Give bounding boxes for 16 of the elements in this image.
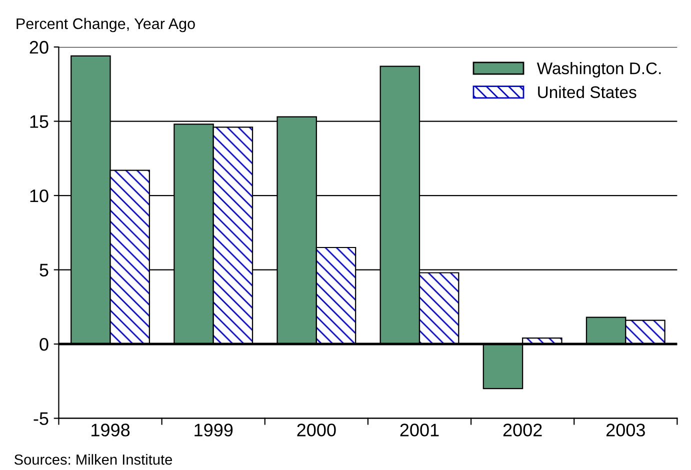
x-tick-label: 2002 — [503, 424, 542, 436]
x-tick-label: 2000 — [297, 424, 336, 436]
y-tick-label: 20 — [30, 40, 48, 54]
y-tick-label: -5 — [34, 412, 48, 426]
x-tick-label: 2003 — [606, 424, 645, 436]
x-tick-label: 2001 — [400, 424, 439, 436]
x-tick-label: 1999 — [194, 424, 233, 436]
y-axis-title: Percent Change, Year Ago — [16, 18, 195, 32]
y-tick-label: 15 — [30, 115, 48, 128]
y-tick-label: 0 — [40, 338, 48, 351]
legend-label: Washington D.C. — [536, 62, 661, 78]
y-tick-label: 10 — [30, 189, 48, 202]
source-note: Sources: Milken Institute — [14, 454, 172, 465]
legend-label: United States — [538, 86, 636, 98]
y-tick-label: 5 — [40, 264, 48, 276]
x-tick-label: 1998 — [92, 424, 130, 436]
